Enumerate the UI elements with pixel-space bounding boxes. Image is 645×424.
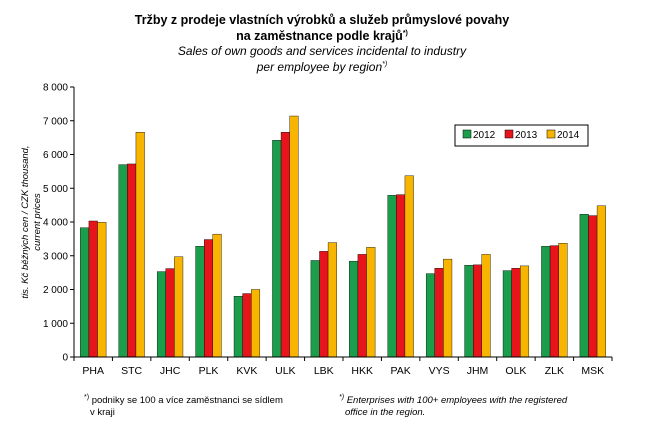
bar-stc-2014 xyxy=(135,132,145,358)
bar-zlk-2013 xyxy=(549,245,559,358)
x-label-plk: PLK xyxy=(199,365,219,377)
axes xyxy=(73,87,613,361)
bar-plk-2013 xyxy=(203,239,213,358)
bar-hkk-2012 xyxy=(349,260,359,358)
bar-lbk-2012 xyxy=(310,260,320,358)
bar-msk-2013 xyxy=(588,215,598,358)
x-label-zlk: ZLK xyxy=(545,365,564,377)
legend-label-2012: 2012 xyxy=(473,130,496,141)
y-tick-label: 7 000 xyxy=(43,116,68,127)
title-en-line1: Sales of own goods and services incident… xyxy=(178,44,467,58)
bar-msk-2014 xyxy=(596,205,606,358)
x-label-stc: STC xyxy=(121,365,142,377)
y-tick-label: 4 000 xyxy=(43,218,68,229)
bar-jhm-2014 xyxy=(481,254,491,358)
footnote-en-line2: office in the region. xyxy=(345,407,426,419)
bar-pak-2013 xyxy=(396,194,406,358)
x-label-lbk: LBK xyxy=(314,365,334,377)
bar-olk-2013 xyxy=(511,268,521,358)
footnote-en-text1: Enterprises with 100+ employees with the… xyxy=(346,395,568,407)
chart-titles: Tržby z prodeje vlastních výrobků a služ… xyxy=(135,13,509,74)
legend-label-2013: 2013 xyxy=(515,130,538,141)
bar-plk-2012 xyxy=(195,246,205,358)
x-label-jhc: JHC xyxy=(160,365,181,377)
y-tick-label: 6 000 xyxy=(43,150,68,161)
ylabel-line1: tis. Kč běžných cen / CZK thousand, xyxy=(20,145,31,298)
legend-swatch-2012 xyxy=(462,129,472,139)
y-axis-label: tis. Kč běžných cen / CZK thousand, curr… xyxy=(20,145,43,298)
bar-vys-2012 xyxy=(425,273,435,358)
footnote-cz-marker: *) xyxy=(84,394,90,401)
x-label-olk: OLK xyxy=(505,365,526,377)
x-label-ulk: ULK xyxy=(275,365,295,377)
bar-plk-2014 xyxy=(212,233,222,358)
bar-jhc-2012 xyxy=(156,271,166,358)
bar-jhm-2013 xyxy=(473,264,483,358)
bars xyxy=(80,115,606,358)
y-tick-label: 3 000 xyxy=(43,251,68,262)
legend-swatch-2013 xyxy=(504,129,514,139)
bar-pak-2014 xyxy=(404,175,414,358)
bar-jhc-2013 xyxy=(165,268,175,358)
bar-pha-2014 xyxy=(97,222,107,358)
ylabel-line2: current prices xyxy=(32,193,43,251)
bar-pha-2012 xyxy=(80,227,90,358)
bar-olk-2012 xyxy=(502,270,512,358)
title-en-line2: per employee by region*) xyxy=(256,60,387,74)
bar-zlk-2012 xyxy=(541,246,551,358)
footnote-en-line1: *) Enterprises with 100+ employees with … xyxy=(339,392,639,407)
title-cz-sup: *) xyxy=(403,30,408,37)
footnote-cz-text1: podniky se 100 a více zaměstnanci se síd… xyxy=(91,395,283,407)
bar-ulk-2013 xyxy=(280,132,290,358)
bar-lbk-2013 xyxy=(319,251,329,358)
y-tick-label: 5 000 xyxy=(43,184,68,195)
bar-jhm-2012 xyxy=(464,265,474,358)
legend-label-2014: 2014 xyxy=(557,130,580,141)
bar-zlk-2014 xyxy=(558,243,568,358)
y-axis-ticks: 0 1 000 2 000 3 000 4 000 5 000 6 000 7 000 8 00… xyxy=(43,83,74,364)
bar-pak-2012 xyxy=(387,195,397,358)
footnote-cz-line1: *) podniky se 100 a více zaměstnanci se … xyxy=(84,392,324,407)
x-label-pha: PHA xyxy=(82,365,104,377)
bar-hkk-2013 xyxy=(357,254,367,358)
legend-swatch-2014 xyxy=(546,129,556,139)
bar-hkk-2014 xyxy=(366,247,376,358)
x-label-vys: VYS xyxy=(429,365,450,377)
bar-vys-2014 xyxy=(443,258,453,358)
x-axis-labels: PHA STC JHC PLK KVK ULK LBK HKK PAK VYS JHM OLK ZLK M… xyxy=(82,365,604,377)
y-tick-label: 1 000 xyxy=(43,319,68,330)
bar-stc-2013 xyxy=(127,163,137,358)
bar-pha-2013 xyxy=(88,220,98,358)
bar-kvk-2014 xyxy=(251,289,261,358)
footnote-en-marker: *) xyxy=(339,394,345,401)
bar-kvk-2012 xyxy=(233,296,243,358)
x-label-msk: MSK xyxy=(581,365,604,377)
bar-stc-2012 xyxy=(118,164,128,358)
title-cz-line1: Tržby z prodeje vlastních výrobků a služ… xyxy=(135,13,509,27)
bar-ulk-2014 xyxy=(289,115,299,358)
title-cz-line2-text: na zaměstnance podle krajů xyxy=(236,29,403,43)
bar-jhc-2014 xyxy=(174,256,184,358)
y-tick-label: 8 000 xyxy=(43,83,68,94)
bar-vys-2013 xyxy=(434,268,444,358)
title-cz-line2: na zaměstnance podle krajů*) xyxy=(236,29,408,43)
x-label-jhm: JHM xyxy=(467,365,489,377)
footnote-cz: *) podniky se 100 a více zaměstnanci se … xyxy=(84,392,324,419)
legend: 2012 2013 2014 xyxy=(454,124,589,147)
x-label-kvk: KVK xyxy=(236,365,257,377)
footnote-en: *) Enterprises with 100+ employees with … xyxy=(339,392,639,419)
footnote-cz-line2: v kraji xyxy=(90,407,115,419)
title-en-sup: *) xyxy=(382,61,387,68)
y-tick-label: 0 xyxy=(62,353,68,364)
y-tick-label: 2 000 xyxy=(43,285,68,296)
x-label-hkk: HKK xyxy=(351,365,373,377)
x-label-pak: PAK xyxy=(391,365,411,377)
bar-olk-2014 xyxy=(520,265,530,358)
bar-kvk-2013 xyxy=(242,293,252,358)
title-en-line2-text: per employee by region xyxy=(256,60,383,74)
bar-lbk-2014 xyxy=(327,242,337,358)
bar-ulk-2012 xyxy=(272,140,282,358)
bar-msk-2012 xyxy=(579,214,589,358)
